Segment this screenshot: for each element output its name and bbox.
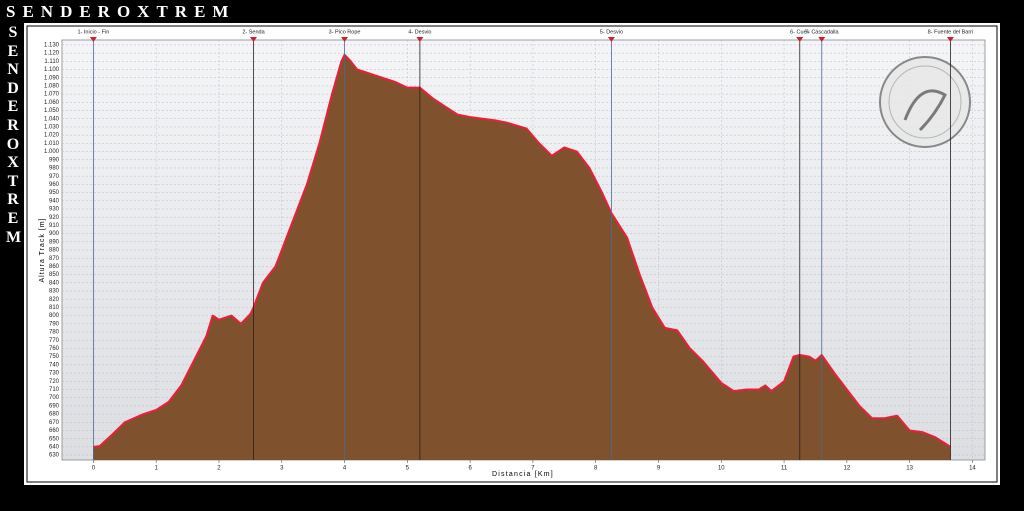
logo: [879, 56, 971, 148]
y-tick-label: 850: [49, 272, 60, 278]
y-tick-label: 670: [49, 420, 60, 426]
y-tick-label: 1.110: [44, 59, 59, 65]
y-tick-label: 910: [49, 223, 60, 229]
y-tick-label: 940: [49, 198, 60, 204]
x-tick-label: 4: [343, 466, 347, 472]
y-tick-label: 1.070: [44, 92, 60, 98]
y-tick-label: 760: [49, 346, 60, 352]
waypoint-label: 6- Cuev: [790, 29, 810, 35]
y-tick-label: 1.060: [44, 100, 60, 106]
waypoint-marker: [416, 37, 424, 42]
area: [93, 54, 951, 461]
x-axis-label: Distancia [Km]: [492, 471, 554, 478]
y-tick-label: 1.010: [44, 141, 60, 147]
waypoint-marker: [946, 37, 954, 42]
y-tick-label: 690: [49, 403, 60, 409]
y-tick-label: 980: [49, 166, 60, 172]
x-tick-label: 0: [92, 466, 96, 472]
y-tick-label: 1.120: [44, 51, 60, 57]
waypoint-label: 1- Inicio - Fin: [77, 29, 109, 35]
y-tick-label: 990: [49, 157, 60, 163]
x-tick-label: 11: [781, 466, 788, 472]
x-tick-label: 1: [155, 466, 159, 472]
y-tick-label: 1.130: [44, 43, 60, 49]
y-tick-label: 750: [49, 354, 60, 360]
y-tick-label: 860: [49, 264, 60, 270]
y-tick-label: 820: [49, 297, 60, 303]
waypoint-label: 4- Desvio: [408, 29, 431, 35]
waypoint-label: 7- Cascadalla: [805, 29, 840, 35]
y-tick-label: 900: [49, 231, 60, 237]
x-tick-label: 12: [844, 466, 851, 472]
y-tick-label: 710: [49, 387, 60, 393]
y-tick-label: 1.080: [44, 84, 60, 90]
waypoint-marker: [89, 37, 97, 42]
x-tick-label: 13: [906, 466, 913, 472]
waypoint-label: 3- Pico Rope: [329, 29, 361, 35]
y-tick-label: 890: [49, 239, 60, 245]
y-tick-label: 730: [49, 371, 60, 377]
y-tick-label: 790: [49, 321, 60, 327]
brand-vertical: SENDEROXTREM: [6, 24, 22, 246]
y-tick-label: 780: [49, 330, 60, 336]
x-tick-label: 7: [531, 466, 535, 472]
y-tick-label: 1.000: [44, 149, 60, 155]
profile-line: [93, 53, 952, 448]
y-tick-label: 630: [49, 453, 60, 459]
y-tick-label: 810: [49, 305, 60, 311]
brand-title: SENDEROXTREM: [6, 2, 236, 21]
y-tick-label: 840: [49, 280, 60, 286]
x-tick-label: 3: [280, 466, 284, 472]
y-tick-label: 640: [49, 444, 60, 450]
y-tick-label: 650: [49, 436, 60, 442]
x-tick-label: 8: [594, 466, 598, 472]
y-tick-label: 1.030: [44, 125, 60, 131]
waypoint-label: 5- Desvio: [600, 29, 623, 35]
y-tick-label: 1.090: [44, 75, 60, 81]
y-tick-label: 830: [49, 289, 60, 295]
x-tick-label: 2: [217, 466, 221, 472]
y-tick-label: 870: [49, 256, 60, 262]
y-tick-label: 700: [49, 395, 60, 401]
waypoint-marker: [796, 37, 804, 42]
y-tick-label: 930: [49, 207, 60, 213]
y-tick-label: 720: [49, 379, 60, 385]
x-tick-label: 10: [718, 466, 725, 472]
x-tick-label: 9: [657, 466, 661, 472]
y-tick-label: 920: [49, 215, 60, 221]
x-tick-label: 6: [468, 466, 472, 472]
y-tick-label: 950: [49, 190, 60, 196]
x-tick-label: 14: [969, 466, 976, 472]
y-axis-label: Altura Track [m]: [39, 217, 46, 282]
y-tick-label: 800: [49, 313, 60, 319]
waypoint-label: 2- Senda: [242, 29, 265, 35]
waypoint-marker: [341, 37, 349, 42]
y-tick-label: 1.040: [44, 116, 60, 122]
x-tick-label: 5: [406, 466, 410, 472]
waypoint-label: 8- Fuente del Barri: [928, 29, 974, 35]
y-tick-label: 680: [49, 412, 60, 418]
y-tick-label: 770: [49, 338, 60, 344]
y-tick-label: 740: [49, 362, 60, 368]
waypoint-marker: [818, 37, 826, 42]
y-tick-label: 1.020: [44, 133, 60, 139]
y-tick-label: 660: [49, 428, 60, 434]
y-tick-label: 970: [49, 174, 60, 180]
y-tick-label: 960: [49, 182, 60, 188]
y-tick-label: 1.050: [44, 108, 60, 114]
y-tick-label: 880: [49, 248, 60, 254]
waypoint-marker: [250, 37, 258, 42]
y-tick-label: 1.100: [44, 67, 60, 73]
waypoint-marker: [607, 37, 615, 42]
